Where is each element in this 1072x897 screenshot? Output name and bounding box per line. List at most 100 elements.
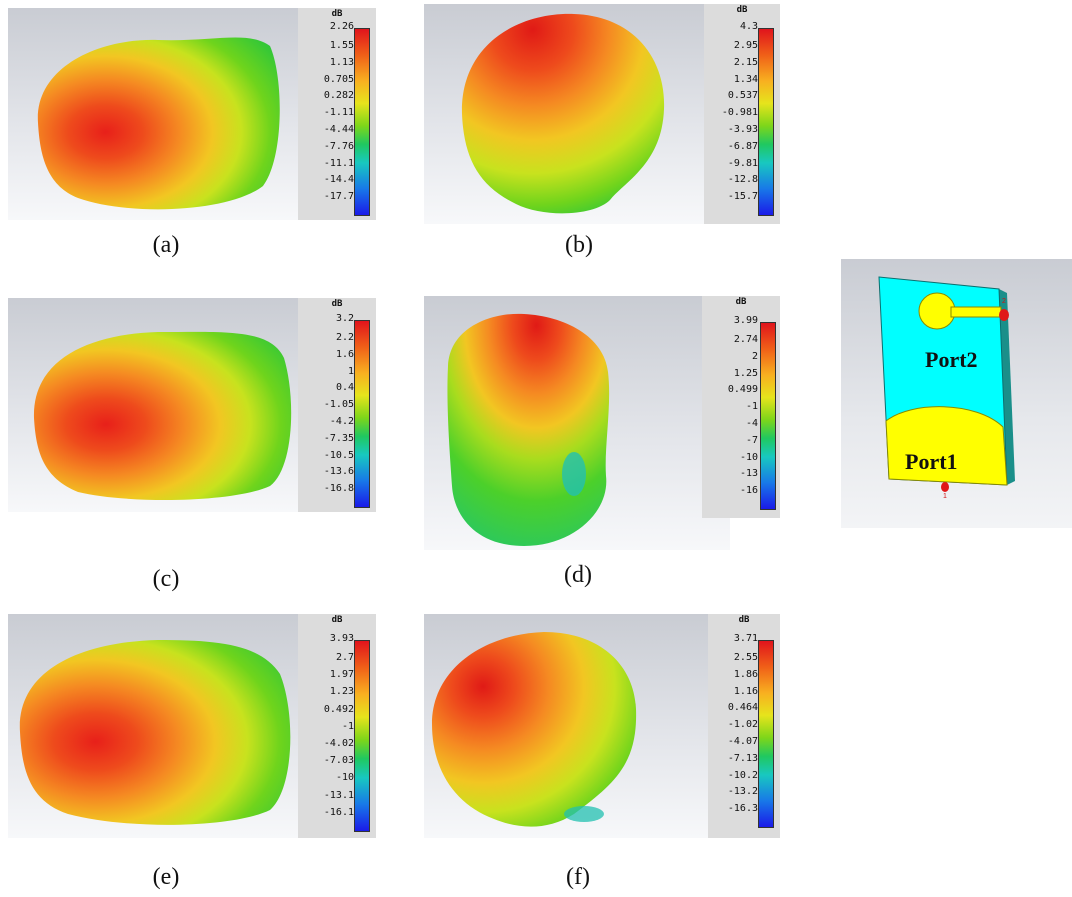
ground-patch	[885, 406, 1008, 486]
colorbar-unit: dB	[735, 297, 747, 307]
colorbar-tick-label: -7.35	[323, 432, 354, 444]
colorbar-tick-label: 0.537	[727, 90, 758, 102]
colorbar-tick-label: -10.2	[727, 769, 758, 781]
colorbar-tick-label: 0.4	[335, 382, 354, 394]
pattern-viewport-d	[424, 296, 730, 550]
pattern-viewport-a	[8, 8, 298, 220]
pattern-viewport-c	[8, 298, 298, 512]
colorbar-tick-label: 0.492	[323, 703, 354, 715]
colorbar-c: dB 3.2 2.2 1.6 1 0.4 -1.05 -4.2 -7.35 -10.5 -13.6…	[298, 298, 376, 512]
colorbar-tick-label: -0.981	[721, 107, 758, 119]
caption-f: (f)	[566, 864, 590, 890]
colorbar-tick-label: -10.5	[323, 449, 354, 461]
caption-e: (e)	[152, 864, 180, 890]
colorbar-tick-label: -16	[739, 485, 758, 497]
colorbar-tick-label: -1	[341, 720, 354, 732]
colorbar-gradient	[758, 640, 774, 828]
radiation-pattern-a	[37, 37, 280, 210]
colorbar-tick-label: 2.55	[733, 652, 758, 663]
colorbar-tick-label: 2.26	[329, 21, 354, 32]
substrate-edge	[999, 289, 1015, 485]
radiation-pattern-f	[432, 632, 637, 827]
colorbar-tick-label: 1.34	[733, 73, 758, 85]
colorbar-tick-label: -16.1	[323, 806, 354, 818]
colorbar-gradient	[354, 640, 370, 832]
radiation-pattern-c	[33, 331, 292, 501]
colorbar-tick-label: -16.3	[727, 803, 758, 815]
colorbar-tick-label: 2.2	[335, 332, 354, 343]
colorbar-f: dB 3.71 2.55 1.86 1.16 0.464 -1.02 -4.07 -7.13 -…	[708, 614, 780, 838]
port2-marker	[999, 309, 1009, 321]
colorbar-unit: dB	[331, 299, 343, 309]
colorbar-unit: dB	[331, 615, 343, 625]
colorbar-d: dB 3.99 2.74 2 1.25 0.499 -1 -4 -7 -10 -13 -16	[702, 296, 780, 518]
radiation-pattern-d	[447, 313, 610, 546]
colorbar-tick-label: -13.1	[323, 789, 354, 801]
radiation-pattern-b	[461, 13, 665, 214]
colorbar-tick-label: 2.74	[733, 334, 758, 345]
colorbar-tick-label: 1.55	[329, 40, 354, 51]
colorbar-tick-label: 2.15	[733, 56, 758, 68]
colorbar-tick-label: 3.71	[733, 633, 758, 644]
colorbar-unit: dB	[736, 5, 748, 15]
colorbar-tick-label: -13.2	[727, 786, 758, 798]
colorbar-gradient	[760, 322, 776, 510]
colorbar-tick-label: -3.93	[727, 124, 758, 135]
colorbar-tick-label: -10	[739, 451, 758, 463]
colorbar-tick-label: 0.282	[323, 90, 354, 102]
colorbar-tick-label: -9.81	[727, 157, 758, 169]
colorbar-tick-label: -1.05	[323, 399, 354, 411]
colorbar-tick-label: -4.2	[329, 416, 354, 427]
colorbar-tick-label: 1.25	[733, 367, 758, 379]
port1-marker	[941, 482, 949, 492]
colorbar-tick-label: -10	[335, 772, 354, 784]
colorbar-tick-label: -4.02	[323, 738, 354, 749]
colorbar-tick-label: -12.8	[727, 174, 758, 186]
colorbar-tick-label: -1	[745, 401, 758, 413]
colorbar-tick-label: -11.1	[323, 157, 354, 169]
radiation-pattern-e	[19, 640, 291, 825]
colorbar-tick-label: -7	[745, 434, 758, 446]
colorbar-tick-label: 1.86	[733, 668, 758, 680]
caption-c: (c)	[152, 566, 180, 592]
colorbar-tick-label: 1.16	[733, 685, 758, 697]
pattern-viewport-e	[8, 614, 298, 838]
caption-a: (a)	[152, 232, 180, 258]
antenna-geometry: 2 1	[878, 276, 1015, 500]
caption-d: (d)	[564, 562, 592, 588]
pattern-viewport-f	[424, 614, 708, 838]
colorbar-tick-label: 1.23	[329, 686, 354, 698]
colorbar-tick-label: -4.44	[323, 124, 354, 135]
colorbar-b: dB 4.3 2.95 2.15 1.34 0.537 -0.981 -3.93 -6.87 -…	[704, 4, 780, 224]
colorbar-a: dB 2.26 1.55 1.13 0.705 0.282 -1.11 -4.44 -7.76…	[298, 8, 376, 220]
colorbar-tick-label: -13.6	[323, 466, 354, 478]
port1-label: Port1	[905, 449, 958, 474]
colorbar-unit: dB	[738, 615, 750, 625]
colorbar-gradient	[354, 320, 370, 508]
port2-label: Port2	[925, 347, 978, 372]
circular-patch	[918, 292, 956, 330]
colorbar-tick-label: 3.2	[335, 313, 354, 324]
colorbar-tick-label: -1.11	[323, 107, 354, 119]
colorbar-unit: dB	[331, 9, 343, 19]
colorbar-tick-label: -7.13	[727, 752, 758, 764]
caption-b: (b)	[565, 232, 593, 258]
colorbar-tick-label: 1	[347, 365, 354, 377]
colorbar-tick-label: 2.95	[733, 40, 758, 51]
colorbar-tick-label: 3.93	[329, 633, 354, 644]
pattern-viewport-b	[424, 4, 704, 224]
colorbar-e: dB 3.93 2.7 1.97 1.23 0.492 -1 -4.02 -7.03 -10 -1…	[298, 614, 376, 838]
colorbar-tick-label: 1.97	[329, 669, 354, 681]
colorbar-tick-label: 0.464	[727, 702, 758, 714]
colorbar-tick-label: -1.02	[727, 719, 758, 731]
antenna-model-view: 2 1 Port2 Port1	[841, 259, 1072, 528]
port1-marker-number: 1	[943, 493, 947, 500]
colorbar-tick-label: -13	[739, 468, 758, 480]
colorbar-tick-label: 1.13	[329, 56, 354, 68]
colorbar-gradient	[758, 28, 774, 216]
colorbar-tick-label: 2.7	[335, 652, 354, 663]
colorbar-tick-label: -16.8	[323, 483, 354, 495]
colorbar-tick-label: -17.7	[323, 191, 354, 203]
colorbar-tick-label: 0.705	[323, 73, 354, 85]
colorbar-tick-label: 3.99	[733, 315, 758, 326]
